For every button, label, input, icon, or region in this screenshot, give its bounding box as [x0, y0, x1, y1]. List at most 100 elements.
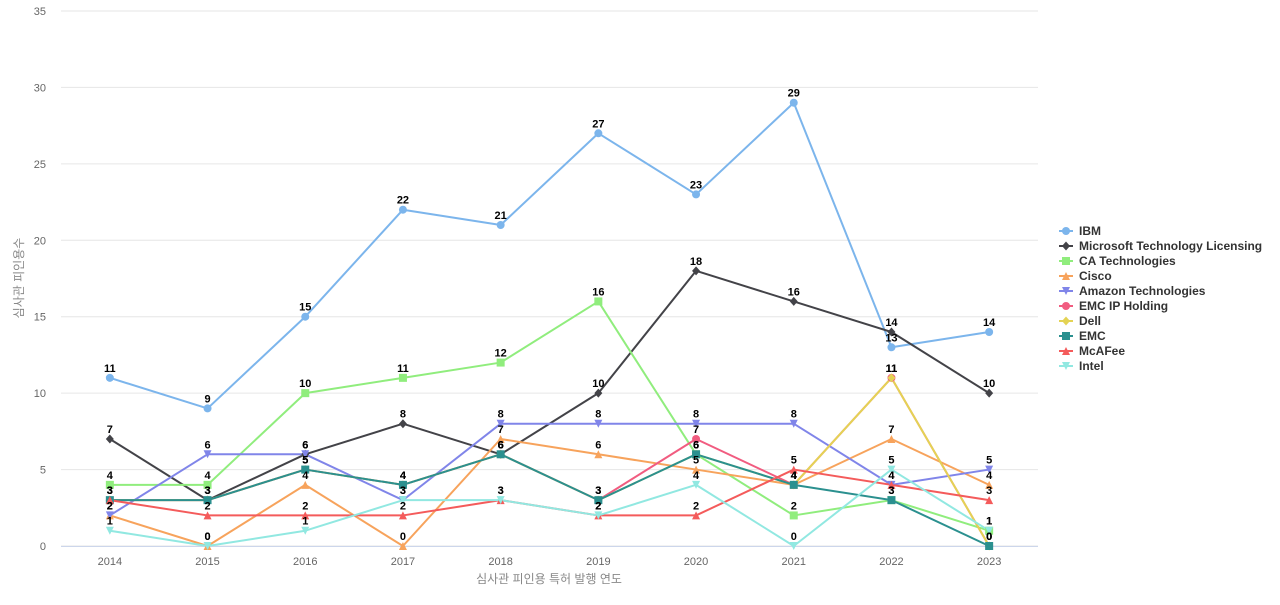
y-tick-label: 25 — [34, 159, 46, 171]
data-label: 15 — [299, 302, 311, 314]
data-point — [496, 450, 505, 459]
data-point — [496, 358, 505, 367]
data-label: 6 — [693, 439, 699, 451]
data-label: 1 — [302, 516, 308, 528]
series-line — [109, 269, 990, 502]
data-label: 4 — [400, 470, 407, 482]
data-label: 3 — [888, 485, 894, 497]
x-tick-label: 2016 — [293, 556, 317, 568]
data-point — [594, 297, 603, 306]
data-point — [985, 328, 994, 336]
y-tick-label: 15 — [34, 312, 46, 324]
data-point — [398, 496, 407, 505]
data-label: 7 — [107, 424, 113, 436]
legend-label: Microsoft Technology Licensing — [1079, 239, 1262, 253]
data-label: 4 — [888, 470, 895, 482]
legend-symbol — [1062, 287, 1070, 295]
x-tick-label: 2017 — [391, 556, 415, 568]
data-label: 6 — [204, 439, 210, 451]
legend-item[interactable]: Dell — [1059, 314, 1101, 328]
data-point — [105, 434, 114, 444]
data-label: 3 — [888, 485, 894, 497]
data-label: 14 — [983, 317, 996, 329]
data-label: 10 — [592, 378, 604, 390]
data-point — [203, 480, 212, 489]
legend-symbol — [1062, 332, 1070, 340]
legend-item[interactable]: Cisco — [1059, 269, 1112, 283]
legend-item[interactable]: Intel — [1059, 359, 1104, 373]
x-tick-label: 2019 — [586, 556, 610, 568]
legend-item[interactable]: McAFee — [1059, 344, 1125, 358]
legend-item[interactable]: Microsoft Technology Licensing — [1059, 239, 1262, 253]
data-point — [985, 465, 994, 474]
data-point — [398, 480, 407, 489]
data-point — [887, 343, 896, 352]
data-label: 4 — [204, 470, 211, 482]
data-label: 22 — [397, 195, 409, 207]
data-point — [887, 435, 896, 443]
data-point — [301, 511, 310, 520]
data-label: 3 — [204, 485, 210, 497]
data-label: 1 — [986, 516, 992, 528]
legend-item[interactable]: Amazon Technologies — [1059, 284, 1206, 298]
x-axis-title: 심사관 피인용 특허 발행 연도 — [476, 571, 622, 586]
series-line — [109, 101, 990, 410]
data-point — [398, 419, 407, 429]
data-label: 2 — [302, 500, 308, 512]
legend-item[interactable]: EMC — [1059, 329, 1106, 343]
data-label: 3 — [107, 485, 113, 497]
data-label: 3 — [498, 485, 504, 497]
data-label: 0 — [986, 531, 992, 543]
y-axis-title: 심사관 피인용수 — [12, 238, 26, 319]
series-line — [109, 422, 990, 517]
legend-label: EMC IP Holding — [1079, 299, 1168, 313]
data-label: 2 — [400, 500, 406, 512]
data-label: 3 — [595, 485, 601, 497]
data-point — [789, 511, 798, 520]
legend-item[interactable]: CA Technologies — [1059, 254, 1176, 268]
series-line — [109, 453, 990, 547]
data-label: 2 — [204, 500, 210, 512]
data-label: 7 — [498, 424, 504, 436]
data-point — [301, 389, 310, 398]
data-point — [203, 496, 212, 505]
data-point — [692, 190, 701, 199]
data-label: 23 — [690, 179, 702, 191]
legend-item[interactable]: EMC IP Holding — [1059, 299, 1168, 313]
data-label: 2 — [693, 500, 699, 512]
data-point — [887, 373, 896, 383]
legend-item[interactable]: IBM — [1059, 224, 1101, 238]
data-label: 12 — [495, 348, 507, 360]
data-point — [789, 542, 798, 550]
y-tick-label: 35 — [34, 6, 46, 18]
data-label: 4 — [986, 470, 993, 482]
series-line — [109, 376, 991, 547]
x-tick-label: 2023 — [977, 556, 1001, 568]
data-point — [985, 480, 994, 489]
data-point — [594, 496, 603, 505]
data-point — [594, 450, 603, 459]
legend-symbol — [1062, 347, 1070, 355]
data-point — [203, 450, 212, 459]
legend-symbol — [1062, 227, 1070, 235]
data-label: 4 — [400, 470, 407, 482]
data-point — [692, 266, 701, 276]
data-label: 4 — [400, 470, 407, 482]
y-tick-label: 5 — [40, 465, 46, 477]
data-label: 5 — [302, 455, 308, 467]
data-label: 4 — [791, 470, 798, 482]
data-label: 2 — [595, 500, 601, 512]
data-point — [594, 419, 603, 428]
data-label: 0 — [986, 531, 992, 543]
data-label: 0 — [791, 531, 797, 543]
data-label: 10 — [983, 378, 995, 390]
legend-symbol — [1062, 302, 1070, 310]
data-point — [692, 435, 701, 443]
data-label: 0 — [400, 531, 406, 543]
data-point — [594, 388, 603, 398]
data-label: 3 — [204, 485, 210, 497]
x-tick-label: 2015 — [195, 556, 219, 568]
